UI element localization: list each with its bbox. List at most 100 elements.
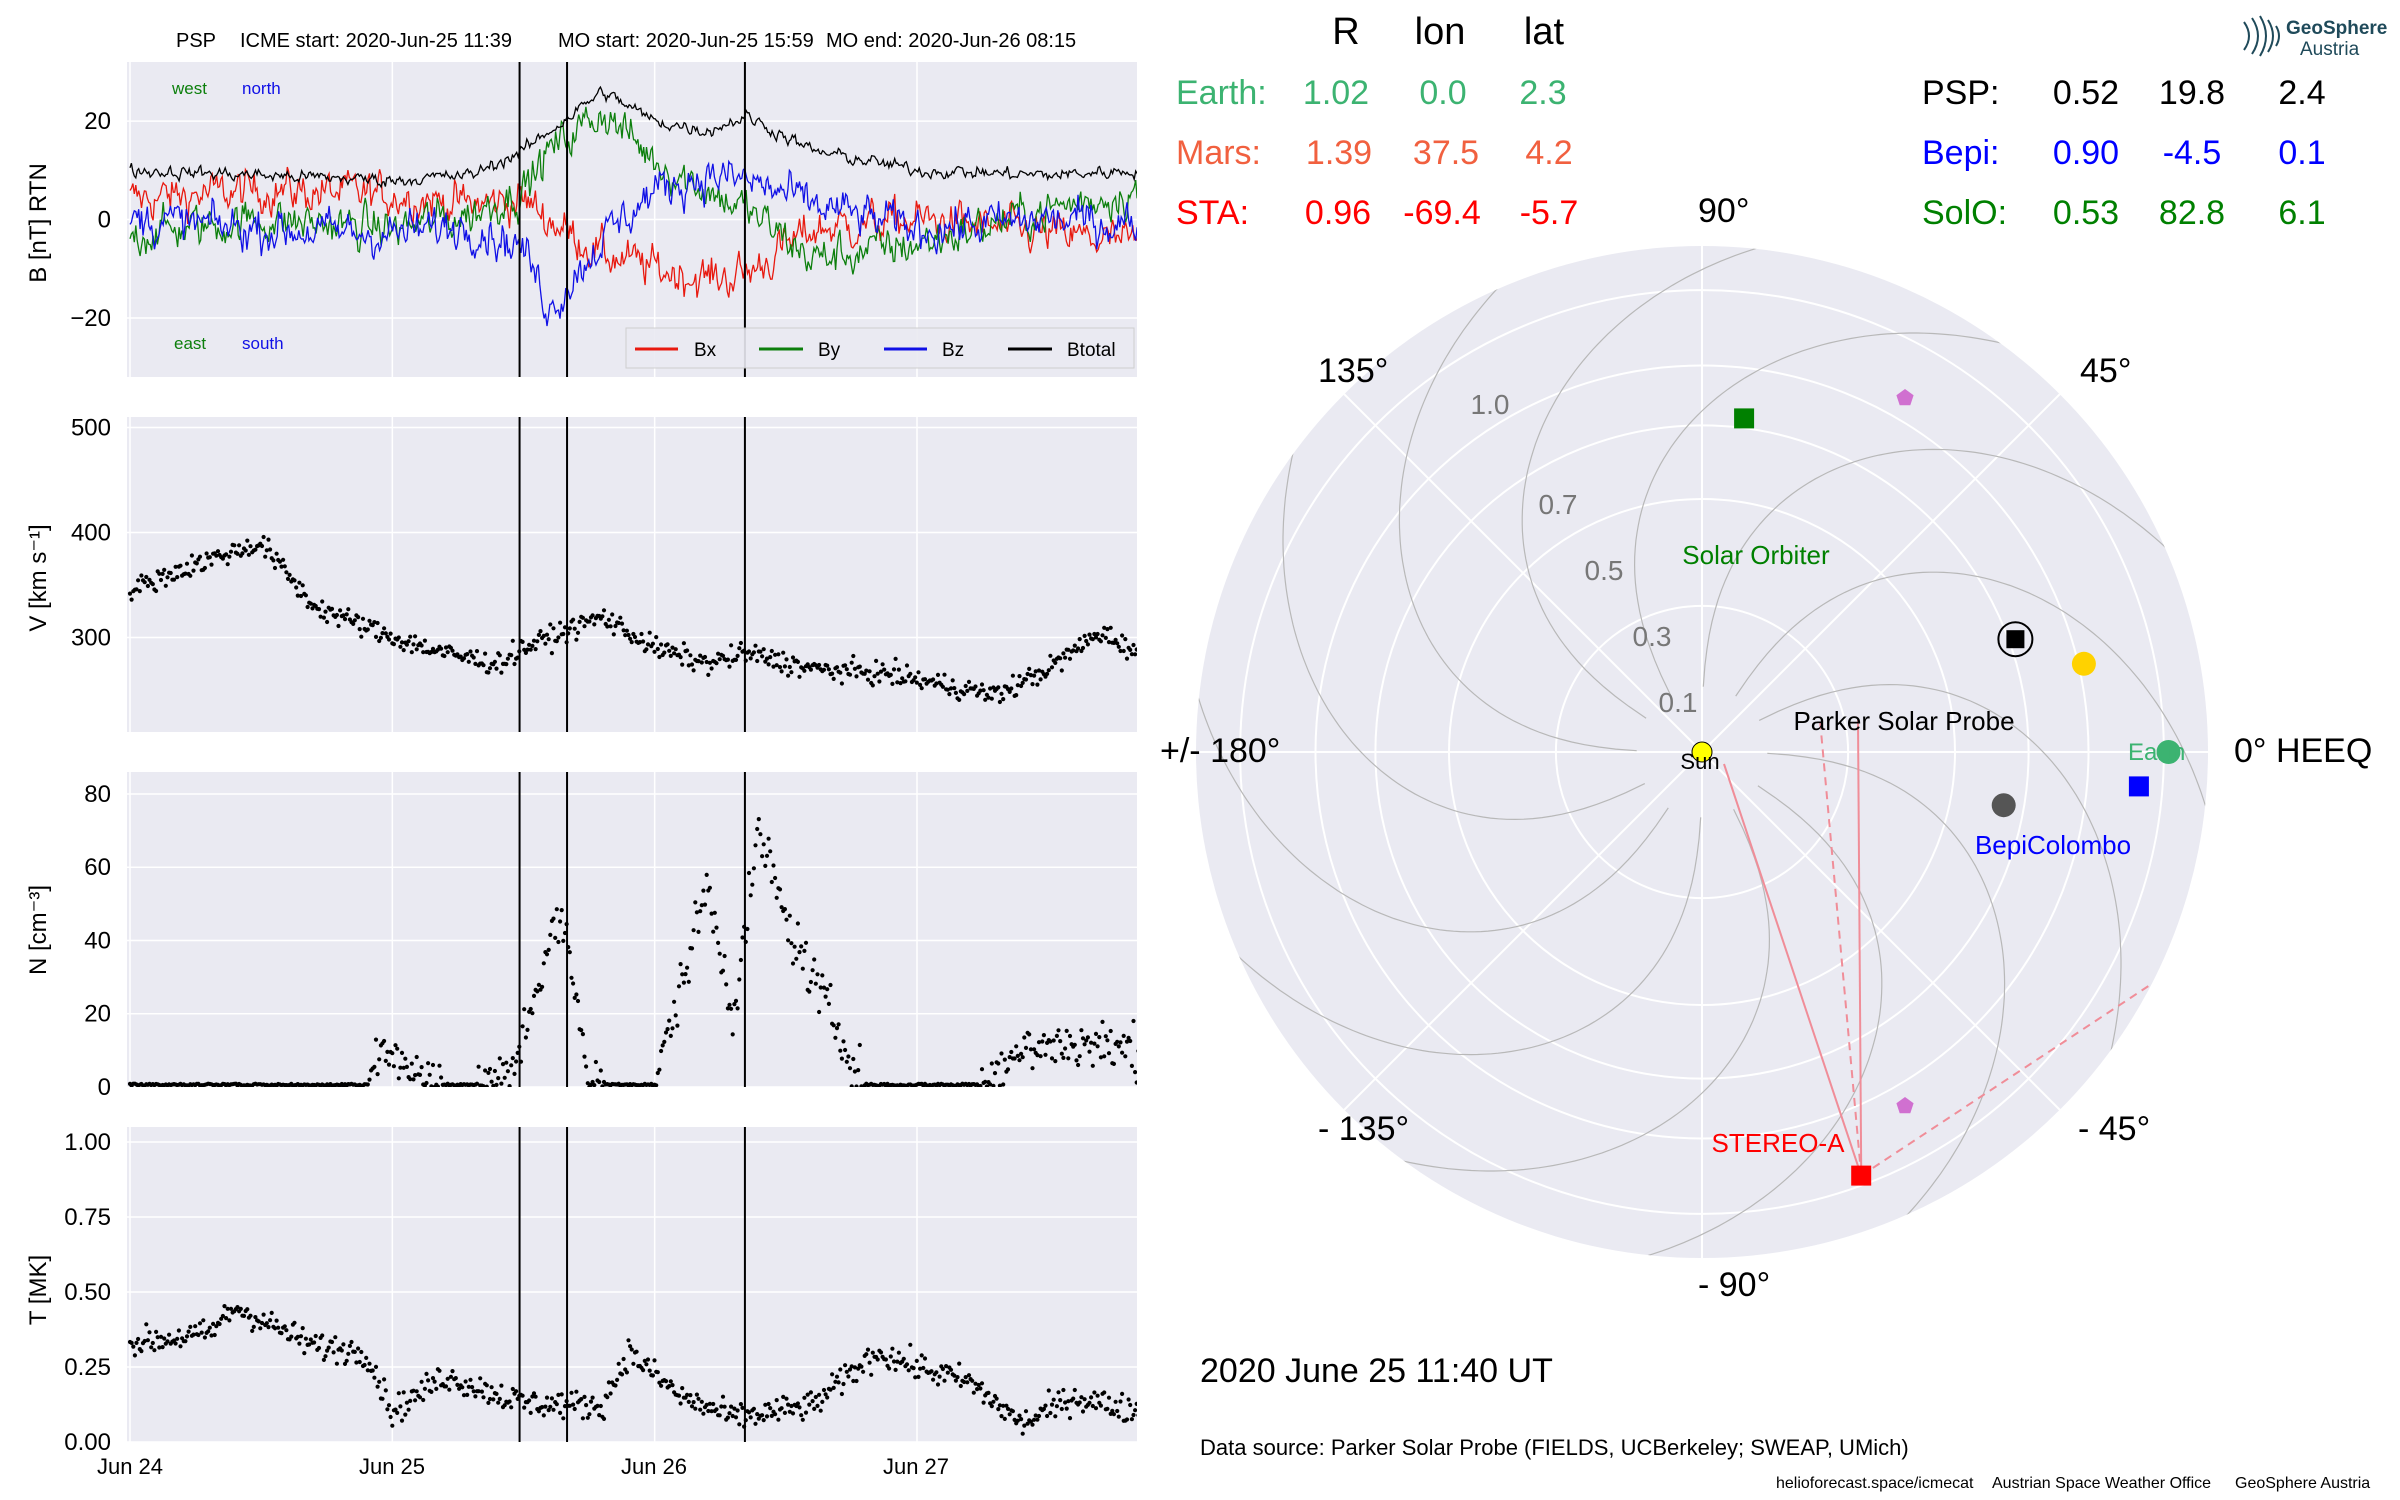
data-point [740,1405,745,1410]
data-point [214,1324,219,1329]
data-point [655,646,660,652]
ytick-label: 400 [71,520,111,547]
data-point [310,606,315,611]
data-point [494,666,499,671]
data-point [870,1350,875,1355]
data-point [918,682,923,688]
b-legend: Bx By Bz Btotal [625,327,1135,369]
data-point [375,620,380,626]
data-point [388,631,393,636]
data-point [672,651,677,656]
data-point [825,663,830,668]
footer-office: Austrian Space Weather Office [1992,1475,2211,1492]
legend-bz: Bz [942,340,964,361]
data-point [846,1054,851,1059]
data-point [844,1369,849,1374]
data-point [1066,647,1071,652]
data-point [799,944,804,949]
data-point [1087,632,1092,637]
data-point [887,1366,892,1371]
ytick-label: 20 [84,1001,111,1028]
data-point [799,1413,804,1418]
data-point [1007,1055,1012,1060]
data-point [582,1394,587,1399]
data-point [1019,1417,1024,1422]
parker-spiral-line [1398,281,1637,752]
data-point [572,995,577,1001]
data-point [548,622,553,627]
data-point [852,1365,858,1370]
data-point [189,553,194,558]
data-point [1089,1395,1094,1400]
data-point [777,665,783,670]
data-point [559,908,564,913]
data-point [1030,682,1035,687]
data-point [647,630,652,635]
angle-135: 135° [1318,352,1388,390]
data-point [1035,682,1040,687]
data-point [781,1394,786,1399]
ytick-label: 0.25 [64,1354,111,1381]
data-point [686,979,691,984]
data-point [352,618,357,623]
data-point [285,576,291,582]
data-point [1121,1033,1126,1038]
data-point [1014,693,1019,698]
data-point [378,635,383,640]
data-point [831,1023,836,1028]
data-point [398,1065,403,1070]
data-point [1063,1046,1068,1051]
data-point [882,667,887,672]
mars-lat: 4.2 [1525,134,1572,172]
data-point [896,1350,902,1355]
data-point [616,1361,621,1366]
data-point [704,659,709,665]
data-point [269,1310,274,1315]
data-point [1116,1414,1121,1419]
data-point [551,1407,556,1412]
data-point [1061,1055,1066,1060]
data-point [595,1403,600,1408]
data-point [751,650,757,655]
panel-magnetic-field: 20 0 −20 [70,62,1137,377]
data-point [561,1416,566,1421]
data-point [574,637,579,642]
data-point [957,697,962,703]
data-point [766,662,771,667]
data-point [461,656,467,661]
data-point [698,1407,703,1412]
data-point [1072,1387,1077,1393]
data-point [295,1334,300,1339]
data-point [696,659,701,664]
data-point [178,563,183,568]
data-point [1032,1417,1037,1422]
data-point [670,1026,675,1031]
data-point [880,662,885,667]
data-point [706,672,711,678]
data-point [999,691,1004,696]
data-point [540,1405,545,1410]
data-point [779,669,784,674]
data-point [992,1071,998,1076]
data-point [386,1062,392,1067]
data-point [913,675,918,680]
data-point [139,573,144,578]
data-point [931,1377,936,1382]
data-point [445,650,450,655]
data-point [162,1336,167,1341]
data-point [1128,1038,1133,1044]
data-point [243,548,248,553]
data-point [766,1401,771,1407]
data-point [657,1380,662,1385]
data-point [1049,1056,1055,1061]
data-point [375,1384,380,1389]
data-point [176,1328,181,1333]
data-point [282,564,287,569]
data-point [1105,627,1110,632]
data-point [826,667,832,672]
data-point [383,1388,388,1393]
data-point [813,981,818,986]
data-point [1077,1054,1082,1059]
data-point [786,938,791,943]
